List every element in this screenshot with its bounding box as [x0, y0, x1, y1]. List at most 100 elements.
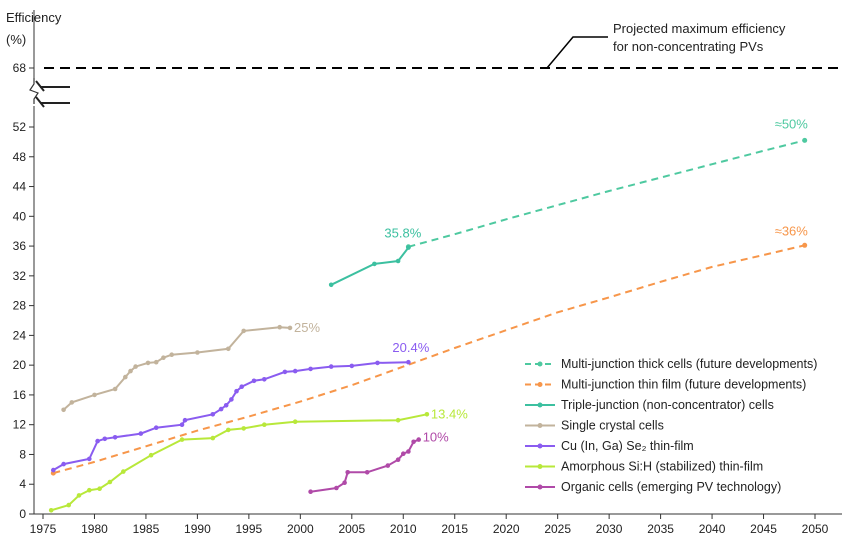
series-4-point-10 — [210, 412, 216, 417]
series-6-point-8 — [406, 449, 411, 454]
series-4-point-6 — [138, 431, 144, 436]
legend-label-0: Multi-junction thick cells (future devel… — [561, 357, 817, 371]
axis-break-zigzag — [29, 78, 39, 104]
series-3-point-5 — [128, 368, 133, 374]
series-5-point-13 — [292, 419, 298, 425]
series-6-point-6 — [395, 457, 401, 463]
series-2-point-1 — [372, 261, 377, 267]
series-0-point-end — [802, 137, 808, 143]
x-tick-label-2025: 2025 — [544, 522, 571, 536]
series-5-point-11 — [241, 426, 246, 431]
series-4-point-0 — [51, 467, 56, 473]
series-5-point-1 — [66, 502, 71, 508]
x-tick-label-1975: 1975 — [30, 522, 57, 536]
series-4-point-4 — [102, 436, 108, 442]
series-6-point-9 — [411, 439, 416, 445]
legend-marker-2 — [537, 402, 543, 408]
series-4-point-8 — [179, 422, 185, 428]
y-tick-label-8: 8 — [19, 447, 26, 461]
series-5-point-15 — [424, 412, 430, 417]
series-3-point-14 — [277, 324, 283, 330]
series-4-point-2 — [87, 456, 92, 462]
y-tick-label-12: 12 — [13, 418, 27, 432]
legend-marker-1 — [537, 382, 543, 387]
series-5-point-6 — [121, 469, 126, 474]
y-tick-label-16: 16 — [13, 388, 27, 402]
series-6-point-3 — [345, 470, 351, 475]
y-tick-label-36: 36 — [13, 239, 27, 253]
y-axis-title: Efficiency — [6, 10, 62, 25]
series-line-5 — [50, 413, 428, 512]
x-tick-label-2010: 2010 — [390, 522, 417, 536]
series-3-point-6 — [133, 364, 138, 369]
series-6-point-4 — [364, 470, 370, 475]
y-tick-label-32: 32 — [13, 269, 27, 283]
x-tick-label-2045: 2045 — [750, 522, 777, 536]
series-1-point-end — [802, 242, 808, 248]
series-6-end-label: 10% — [423, 430, 449, 445]
series-2-end-label: 35.8% — [384, 226, 421, 241]
legend-label-2: Triple-junction (non-concentrator) cells — [561, 398, 774, 412]
y-tick-label-0: 0 — [19, 507, 26, 521]
series-3-point-10 — [169, 352, 174, 358]
series-6-point-2 — [342, 480, 347, 486]
series-3-point-12 — [226, 346, 231, 352]
legend-marker-5 — [537, 464, 543, 469]
series-5-point-4 — [97, 486, 102, 492]
legend-marker-3 — [537, 423, 543, 428]
series-5-point-7 — [148, 452, 154, 458]
series-5-point-9 — [210, 435, 216, 441]
series-1-end-label: ≈36% — [775, 223, 809, 238]
y-tick-label-28: 28 — [13, 299, 27, 313]
series-5-point-12 — [262, 422, 267, 428]
series-line-0 — [408, 139, 805, 248]
y-tick-label-40: 40 — [13, 209, 27, 223]
series-4-point-13 — [229, 397, 234, 402]
x-tick-label-2035: 2035 — [647, 522, 674, 536]
series-line-3 — [62, 326, 291, 411]
series-3-end-label: 25% — [294, 320, 320, 335]
series-6-point-7 — [401, 451, 406, 457]
series-4-point-20 — [308, 366, 313, 372]
x-tick-label-2020: 2020 — [493, 522, 520, 536]
x-tick-label-2030: 2030 — [596, 522, 623, 536]
y-tick-label-44: 44 — [13, 180, 27, 194]
y-tick-label-68: 68 — [13, 61, 27, 75]
y-tick-label-20: 20 — [13, 358, 27, 372]
series-4-point-18 — [282, 369, 288, 375]
x-tick-label-1995: 1995 — [236, 522, 263, 536]
series-6-point-1 — [334, 485, 339, 491]
series-line-6 — [310, 438, 420, 493]
series-3-point-3 — [112, 386, 118, 392]
labels-layer: Efficiency (%) Projected maximum efficie… — [6, 10, 786, 54]
series-3-point-15 — [287, 325, 293, 331]
series-0-end-label: ≈50% — [775, 116, 809, 131]
series-4-point-24 — [406, 359, 411, 365]
x-tick-label-2050: 2050 — [802, 522, 829, 536]
series-line-4 — [52, 361, 409, 471]
series-3-point-2 — [92, 392, 97, 398]
series-3-point-4 — [123, 374, 128, 380]
series-5-point-3 — [87, 487, 92, 493]
series-4-point-16 — [251, 378, 257, 384]
series-4-point-5 — [112, 435, 118, 440]
series-4-point-1 — [61, 461, 66, 467]
ticks-layer: 1975 1980 1985 1990 1995 2000 2005 2010 2015 2020… — [13, 36, 842, 536]
series-4-point-21 — [328, 364, 334, 369]
x-tick-label-2015: 2015 — [441, 522, 468, 536]
series-2-point-0 — [328, 282, 334, 288]
series-3-point-13 — [241, 328, 246, 334]
series-6-point-5 — [385, 463, 391, 468]
series-3-point-9 — [161, 355, 166, 361]
legend-label-1: Multi-junction thin film (future develop… — [561, 378, 806, 392]
series-3-point-11 — [195, 350, 200, 355]
x-tick-label-1985: 1985 — [133, 522, 160, 536]
x-tick-label-2000: 2000 — [287, 522, 314, 536]
x-tick-label-1990: 1990 — [184, 522, 211, 536]
series-3-point-8 — [153, 359, 159, 365]
series-line-1 — [53, 244, 805, 475]
legend-label-4: Cu (In, Ga) Se₂ thin-film — [561, 439, 694, 453]
legend-marker-4 — [537, 443, 543, 449]
series-4-point-12 — [223, 403, 229, 408]
